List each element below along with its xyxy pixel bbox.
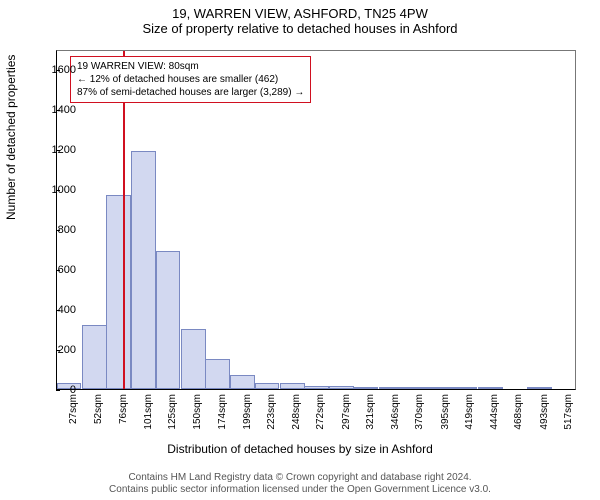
y-tick-mark [56,270,60,271]
histogram-bar [205,359,230,389]
title-address: 19, WARREN VIEW, ASHFORD, TN25 4PW [0,6,600,21]
x-tick-label: 419sqm [464,394,475,434]
annotation-line-larger: 87% of semi-detached houses are larger (… [77,86,304,99]
histogram-bar [131,151,156,389]
annotation-box: 19 WARREN VIEW: 80sqm ← 12% of detached … [70,56,311,103]
x-tick-label: 174sqm [217,394,228,434]
histogram-bar [329,386,354,389]
x-tick-label: 321sqm [365,394,376,434]
histogram-bar [478,387,503,389]
x-tick-label: 52sqm [93,394,104,434]
x-tick-label: 468sqm [513,394,524,434]
y-tick-label: 200 [58,344,76,356]
x-axis-label: Distribution of detached houses by size … [0,442,600,456]
histogram-bar [255,383,280,389]
histogram-bar [428,387,453,389]
x-tick-label: 223sqm [266,394,277,434]
histogram-bar [230,375,255,389]
x-tick-label: 27sqm [68,394,79,434]
y-tick-mark [56,390,60,391]
annotation-line-property: 19 WARREN VIEW: 80sqm [77,60,304,73]
y-tick-label: 600 [58,264,76,276]
x-tick-label: 297sqm [341,394,352,434]
y-tick-mark [56,70,60,71]
footer-line-2: Contains public sector information licen… [0,484,600,496]
x-tick-label: 150sqm [192,394,203,434]
footer-attribution: Contains HM Land Registry data © Crown c… [0,472,600,496]
y-tick-mark [56,150,60,151]
x-tick-label: 199sqm [242,394,253,434]
y-tick-label: 800 [58,224,76,236]
x-tick-label: 76sqm [118,394,129,434]
title-description: Size of property relative to detached ho… [0,21,600,36]
chart-title-block: 19, WARREN VIEW, ASHFORD, TN25 4PW Size … [0,0,600,36]
x-tick-label: 101sqm [143,394,154,434]
x-tick-label: 444sqm [489,394,500,434]
x-tick-label: 272sqm [315,394,326,434]
y-tick-mark [56,310,60,311]
histogram-bar [181,329,206,389]
histogram-bar [527,387,552,389]
histogram-bar [453,387,478,389]
y-tick-mark [56,110,60,111]
x-tick-label: 248sqm [291,394,302,434]
histogram-bar [106,195,131,389]
x-tick-label: 125sqm [167,394,178,434]
y-tick-label: 400 [58,304,76,316]
histogram-bar [82,325,107,389]
y-tick-mark [56,230,60,231]
x-tick-label: 517sqm [563,394,574,434]
x-tick-label: 493sqm [539,394,550,434]
y-axis-label: Number of detached properties [4,55,18,220]
annotation-line-smaller: ← 12% of detached houses are smaller (46… [77,73,304,86]
footer-line-1: Contains HM Land Registry data © Crown c… [0,472,600,484]
histogram-bar [304,386,329,389]
y-tick-mark [56,190,60,191]
histogram-bar [379,387,404,389]
x-tick-label: 395sqm [440,394,451,434]
y-tick-mark [56,350,60,351]
histogram-bar [156,251,181,389]
x-tick-label: 370sqm [414,394,425,434]
histogram-bar [280,383,305,389]
x-tick-label: 346sqm [390,394,401,434]
histogram-bar [403,387,428,389]
histogram-bar [354,387,379,389]
